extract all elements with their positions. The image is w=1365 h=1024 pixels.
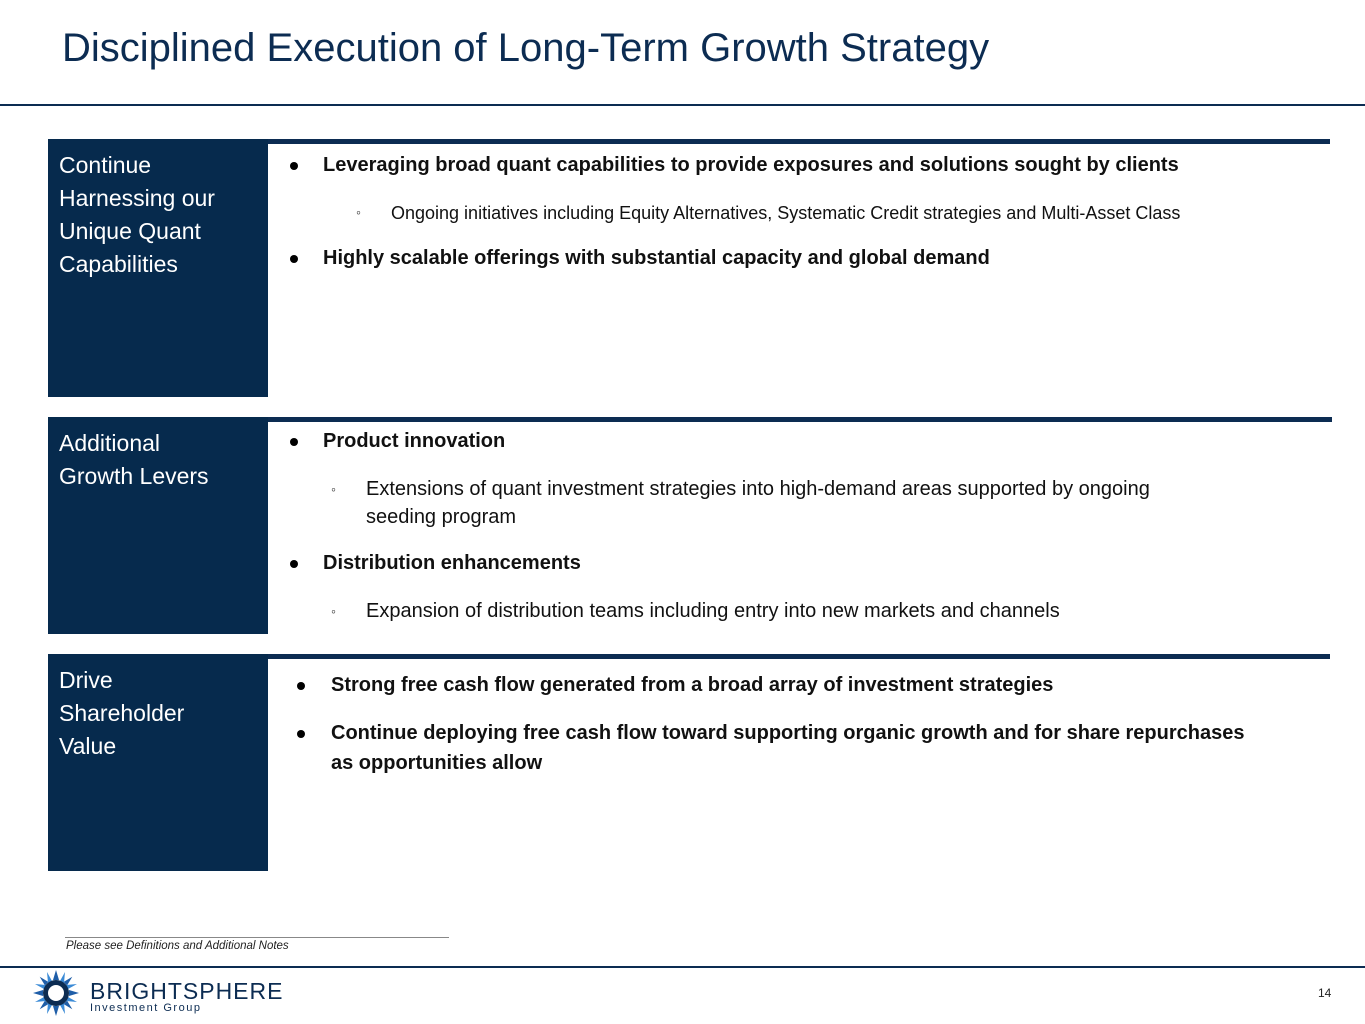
- section-2-label-line: Additional: [59, 430, 161, 456]
- bullet-dot-icon: [290, 255, 298, 263]
- brand-subtitle: Investment Group: [90, 1002, 202, 1014]
- footer-divider: [0, 966, 1365, 968]
- page-title: Disciplined Execution of Long-Term Growt…: [62, 26, 990, 70]
- section-1-label-line: Harnessing our: [59, 185, 215, 211]
- section-3-label-line: Value: [59, 733, 117, 759]
- section-2-sub-bullet-1: Extensions of quant investment strategie…: [366, 478, 1150, 500]
- section-1-sub-bullet-1: Ongoing initiatives including Equity Alt…: [391, 203, 1181, 223]
- section-2-label: Additional Growth Levers: [48, 417, 268, 634]
- bullet-dot-icon: [297, 682, 305, 690]
- bullet-dot-icon: [297, 730, 305, 738]
- section-2-label-line: Growth Levers: [59, 463, 209, 489]
- footnote-divider: [65, 937, 449, 938]
- title-divider: [0, 104, 1365, 106]
- page-number: 14: [1318, 986, 1332, 1000]
- section-2-bullet-2: Distribution enhancements: [323, 552, 581, 574]
- section-1-label-line: Continue: [59, 152, 152, 178]
- section-2-sub-bullet-1-cont: seeding program: [366, 506, 517, 528]
- brand-name: BRIGHTSPHERE: [90, 978, 284, 1004]
- section-1-top-rule: [48, 139, 1330, 144]
- footnote: Please see Definitions and Additional No…: [66, 940, 289, 952]
- section-3-bullet-2-cont: as opportunities allow: [331, 752, 543, 774]
- section-1-label: Continue Harnessing our Unique Quant Cap…: [48, 139, 268, 397]
- section-2-sub-bullet-2: Expansion of distribution teams includin…: [366, 600, 1060, 622]
- section-3-top-rule: [48, 654, 1330, 659]
- section-2-bullet-1: Product innovation: [323, 430, 506, 452]
- sub-bullet-circle-icon: ◦: [356, 204, 361, 220]
- bullet-dot-icon: [290, 560, 298, 568]
- sub-bullet-circle-icon: ◦: [331, 603, 336, 619]
- sub-bullet-circle-icon: ◦: [331, 481, 336, 497]
- section-3-label: Drive Shareholder Value: [48, 654, 268, 871]
- section-1-label-line: Unique Quant: [59, 218, 201, 244]
- section-2-top-rule: [48, 417, 1332, 422]
- section-1-bullet-2: Highly scalable offerings with substanti…: [323, 247, 990, 269]
- bullet-dot-icon: [290, 162, 298, 170]
- section-1-bullet-1: Leveraging broad quant capabilities to p…: [323, 154, 1179, 176]
- section-3-bullet-1: Strong free cash flow generated from a b…: [331, 674, 1054, 696]
- section-3-label-line: Shareholder: [59, 700, 185, 726]
- section-3-label-line: Drive: [59, 667, 113, 693]
- section-1-label-line: Capabilities: [59, 251, 178, 277]
- bullet-dot-icon: [290, 438, 298, 446]
- section-3-bullet-2: Continue deploying free cash flow toward…: [331, 722, 1245, 744]
- brightsphere-sun-icon: [33, 970, 79, 1016]
